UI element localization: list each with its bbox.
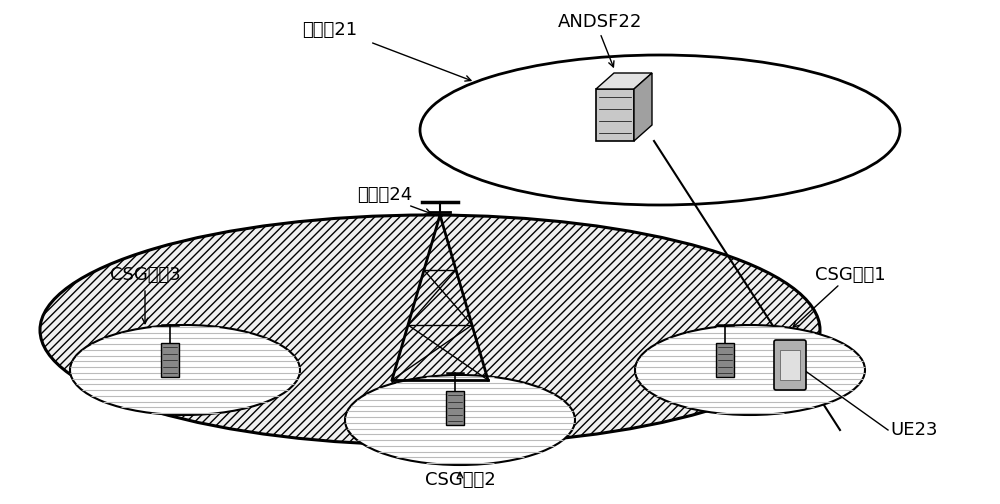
Text: ANDSF22: ANDSF22 (558, 13, 642, 31)
Text: 宏小区24: 宏小区24 (357, 186, 413, 204)
Ellipse shape (635, 325, 865, 415)
Ellipse shape (40, 215, 820, 445)
Bar (780, 350, 800, 380)
Bar (716, 343, 734, 377)
Bar (161, 343, 179, 377)
Bar (596, 89, 634, 141)
Polygon shape (634, 73, 652, 141)
Text: CSG小区1: CSG小区1 (815, 266, 885, 284)
Ellipse shape (70, 325, 300, 415)
Text: UE23: UE23 (890, 421, 938, 439)
Text: CSG小区3: CSG小区3 (110, 266, 180, 284)
Ellipse shape (345, 375, 575, 465)
Bar (446, 391, 464, 425)
FancyBboxPatch shape (774, 340, 806, 390)
Polygon shape (596, 73, 652, 89)
Text: 网络再21: 网络再21 (302, 21, 358, 39)
Text: CSG小区2: CSG小区2 (425, 471, 495, 489)
